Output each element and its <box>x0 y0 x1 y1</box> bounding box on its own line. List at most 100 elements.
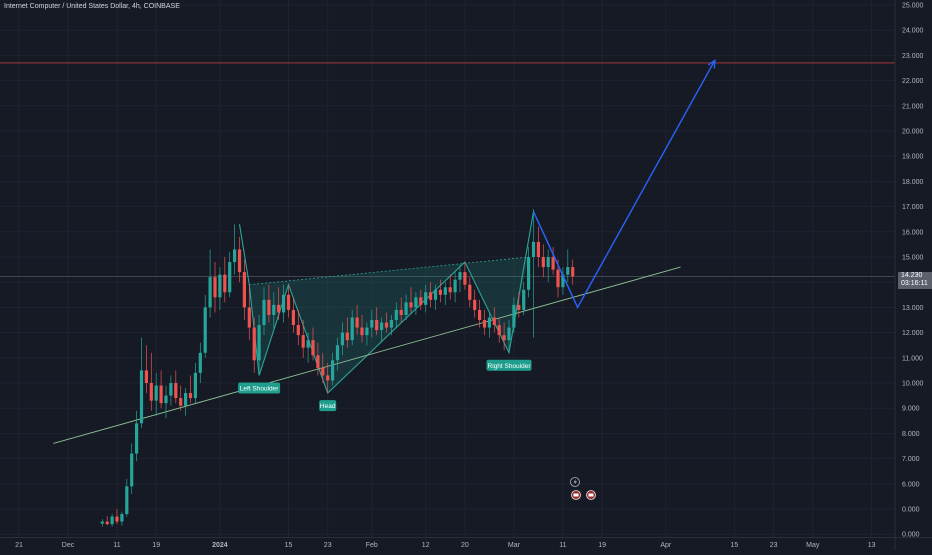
projection-path <box>532 60 716 309</box>
candle-body <box>262 299 266 326</box>
x-tick-label: Mar <box>508 542 521 549</box>
candle-body <box>536 241 540 257</box>
candle-body <box>384 322 389 328</box>
candle-body <box>409 302 413 308</box>
candle-body <box>546 257 550 268</box>
candle-body <box>257 325 261 361</box>
head-label-text: Head <box>320 403 336 410</box>
candle-body <box>115 516 119 522</box>
x-tick-label: Apr <box>660 542 672 549</box>
candle-body <box>242 272 246 308</box>
y-tick-label: 23.000 <box>902 53 924 60</box>
candle-body <box>223 274 227 293</box>
candle-body <box>433 289 438 300</box>
candle-body <box>438 289 442 295</box>
y-tick-label: 17.000 <box>902 204 924 211</box>
candle-body <box>208 277 212 308</box>
right-shoulder-label-text: Right Shoulder <box>488 363 532 370</box>
candle-body <box>389 320 393 328</box>
candle-body <box>497 325 501 336</box>
y-tick-label: 24.000 <box>902 28 924 35</box>
candle-body <box>370 320 374 328</box>
candle-body <box>429 292 433 300</box>
y-tick-label: 25.000 <box>902 3 924 10</box>
candle-body <box>326 375 330 381</box>
head-label[interactable]: Head <box>319 400 337 412</box>
chart-title: Internet Computer / United States Dollar… <box>4 3 180 10</box>
candle-body <box>507 327 511 341</box>
y-tick-label: 0.000 <box>902 532 920 539</box>
candle-body <box>478 309 482 320</box>
candle-body <box>267 299 271 315</box>
candle-body <box>473 299 477 310</box>
x-tick-label: 23 <box>770 542 778 549</box>
right-shoulder-label[interactable]: Right Shoulder <box>486 359 532 371</box>
x-tick-label: 15 <box>731 542 739 549</box>
x-tick-label: 15 <box>285 542 293 549</box>
candle-body <box>419 297 423 305</box>
candle-body <box>301 335 305 348</box>
lightning-icon[interactable] <box>570 477 580 487</box>
candle-body <box>159 385 163 404</box>
candle-body <box>335 345 340 361</box>
candle-body <box>174 383 178 399</box>
candle-body <box>453 279 457 293</box>
candle-body <box>468 284 472 300</box>
y-tick-label: 16.000 <box>902 229 924 236</box>
candle-body <box>100 521 104 524</box>
candle-body <box>345 332 349 341</box>
left-shoulder-label[interactable]: Left Shoulder <box>238 382 281 394</box>
candle-body <box>198 352 202 373</box>
y-tick-label: 18.000 <box>902 179 924 186</box>
candle-body <box>551 257 555 270</box>
candle-body <box>394 309 398 320</box>
y-tick-label: 8.000 <box>902 431 920 438</box>
candle-body <box>448 287 452 293</box>
candle-body <box>169 383 173 396</box>
candle-body <box>203 307 207 353</box>
y-tick-label: 21.000 <box>902 103 924 110</box>
projection-arrowhead <box>707 59 716 69</box>
y-tick-label: 13.000 <box>902 305 924 312</box>
candle-body <box>291 309 295 326</box>
flag-icon[interactable] <box>586 490 596 500</box>
x-tick-label: May <box>806 542 820 549</box>
candle-body <box>355 317 359 328</box>
head-label-box <box>319 400 337 412</box>
candle-body <box>247 307 251 328</box>
projection-layer <box>532 59 716 309</box>
pattern-fill <box>249 257 529 394</box>
candle-body <box>424 292 428 305</box>
candle-body <box>149 383 153 401</box>
x-tick-label: 13 <box>868 542 876 549</box>
pattern-labels: Left Shoulder Head Right Shoulder <box>238 359 532 412</box>
candle-body <box>399 309 403 315</box>
candle-body <box>233 249 237 263</box>
candle-body <box>218 274 222 298</box>
candle-body <box>306 340 310 348</box>
y-tick-label: 7.000 <box>902 456 920 463</box>
price-countdown: 03:16:11 <box>901 280 928 287</box>
candle-body <box>237 249 242 273</box>
candle-body <box>296 325 300 336</box>
flag-icon[interactable] <box>571 490 581 500</box>
candle-body <box>527 257 531 290</box>
neckline <box>249 256 529 286</box>
candle-body <box>556 269 560 288</box>
candle-body <box>380 322 384 331</box>
x-tick-label: Feb <box>366 542 378 549</box>
candle-body <box>531 241 536 257</box>
trendline-layer <box>53 266 681 444</box>
candle-body <box>193 372 197 399</box>
candle-body <box>522 289 526 310</box>
candle-body <box>110 516 114 525</box>
candle-body <box>188 393 193 399</box>
candle-body <box>482 320 487 328</box>
candle-body <box>331 360 335 381</box>
x-tick-label: 2024 <box>212 542 228 549</box>
candle-body <box>105 521 109 525</box>
candle-body <box>365 327 369 336</box>
